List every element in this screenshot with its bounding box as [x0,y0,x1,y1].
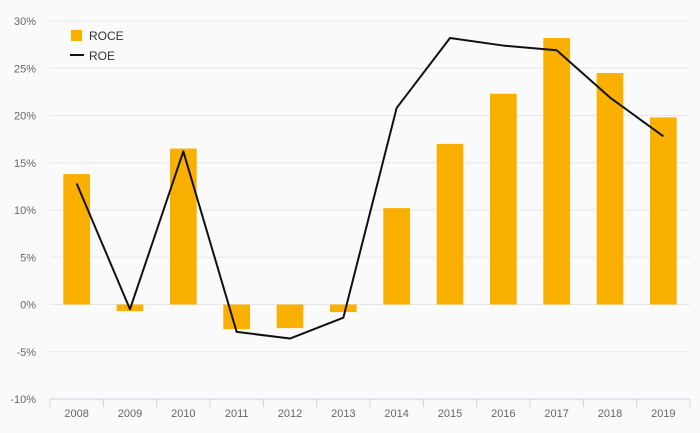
x-tick-label: 2015 [438,408,462,420]
x-tick-label: 2013 [331,408,355,420]
roce-bars [63,38,677,330]
legend-label-roce: ROCE [89,29,124,43]
roce-bar [170,148,197,305]
roe-line [75,37,664,340]
x-tick-label: 2009 [118,408,142,420]
legend-label-roe: ROE [89,49,115,63]
roce-bar [276,304,304,329]
legend: ROCE ROE [70,29,124,63]
roce-bar [490,93,517,305]
roce-bar [330,304,357,313]
roce-bar [63,174,90,305]
roce-bar [223,304,250,330]
roce-bar [436,143,464,305]
x-tick-label: 2017 [544,408,568,420]
x-tick-label: 2018 [598,408,622,420]
y-axis-tick-labels: 30% 25% 20% 15% 10% 5% 0% -5% -10% [10,16,36,406]
x-tick-label: 2012 [278,408,302,420]
roce-bar [543,38,570,305]
legend-swatch-roce [71,30,82,41]
y-tick-label: -10% [10,394,36,406]
y-tick-label: 0% [20,300,36,312]
x-axis [49,398,691,407]
x-tick-label: 2016 [491,408,515,420]
roce-bar [650,117,677,305]
y-tick-label: 25% [14,63,36,75]
x-axis-tick-labels: 2008 2009 2010 2011 2012 2013 2014 2015 2016 2017… [64,408,675,420]
y-tick-label: 15% [14,158,36,170]
gridlines [50,20,690,353]
y-tick-label: 5% [20,252,36,264]
y-tick-label: 10% [14,205,36,217]
y-tick-label: 20% [14,111,36,123]
x-tick-label: 2010 [171,408,195,420]
y-tick-label: -5% [16,347,36,359]
x-tick-label: 2019 [651,408,675,420]
y-tick-label: 30% [14,16,36,28]
x-tick-label: 2014 [384,408,408,420]
roce-bar [596,72,624,305]
roce-bar [383,208,410,305]
roe-line-layer [75,37,664,340]
x-tick-label: 2011 [225,408,249,420]
x-tick-label: 2008 [64,408,88,420]
